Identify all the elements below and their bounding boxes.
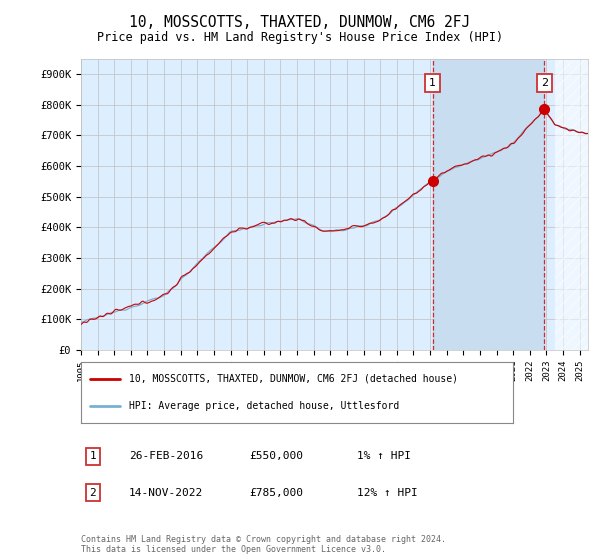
Text: Contains HM Land Registry data © Crown copyright and database right 2024.
This d: Contains HM Land Registry data © Crown c… (81, 535, 446, 554)
Text: Price paid vs. HM Land Registry's House Price Index (HPI): Price paid vs. HM Land Registry's House … (97, 31, 503, 44)
Text: 1% ↑ HPI: 1% ↑ HPI (357, 451, 411, 461)
Text: 10, MOSSCOTTS, THAXTED, DUNMOW, CM6 2FJ: 10, MOSSCOTTS, THAXTED, DUNMOW, CM6 2FJ (130, 15, 470, 30)
Bar (433, 59, 544, 350)
Text: 1: 1 (429, 78, 436, 88)
Text: 2: 2 (89, 488, 97, 498)
Text: 2: 2 (541, 78, 548, 88)
Text: 12% ↑ HPI: 12% ↑ HPI (357, 488, 418, 498)
Text: 10, MOSSCOTTS, THAXTED, DUNMOW, CM6 2FJ (detached house): 10, MOSSCOTTS, THAXTED, DUNMOW, CM6 2FJ … (128, 374, 458, 384)
Text: HPI: Average price, detached house, Uttlesford: HPI: Average price, detached house, Uttl… (128, 402, 399, 412)
Text: £550,000: £550,000 (249, 451, 303, 461)
Text: 14-NOV-2022: 14-NOV-2022 (129, 488, 203, 498)
Bar (555, 59, 588, 350)
Text: £785,000: £785,000 (249, 488, 303, 498)
Text: 26-FEB-2016: 26-FEB-2016 (129, 451, 203, 461)
Text: 1: 1 (89, 451, 97, 461)
